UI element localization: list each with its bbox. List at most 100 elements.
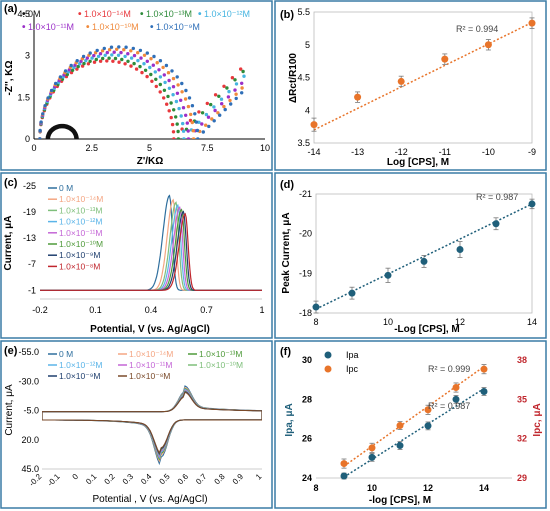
panel-b-ytick-label: 4 [305,105,310,115]
panel-a-point [175,122,179,126]
panel-a-point [143,68,148,73]
panel-a-point [157,68,161,72]
panel-a-point [217,94,221,99]
panel-a-point [149,72,153,77]
panel-a-point [210,117,214,121]
panel-a-point [200,122,204,126]
panel-c-label: (c) [4,177,18,189]
panel-c-ytick-label: -13 [23,233,36,243]
panel-f-ytick-left-label: 28 [302,394,312,404]
panel-c-legend-entry: 1.0×10⁻⁹M [59,250,100,260]
panel-e-legend-entry: 1.0×10⁻⁸M [129,371,170,381]
panel-b-ytick-label: 4.5 [297,73,310,83]
panel-c-curve-7 [40,212,262,291]
panel-a-legend-entry: 1.0×10⁻¹¹M [28,22,74,32]
panel-a-point [109,45,114,49]
panel-a-point [105,50,110,55]
panel-a-point [88,59,92,63]
panel-e-ytick-label: -55.0 [18,347,39,357]
panel-a-point [92,60,97,64]
panel-f-point-0 [396,442,404,450]
panel-a-point [69,63,73,68]
panel-a-point [186,104,191,109]
panel-a-point [65,72,70,77]
panel-a-ytick-label: 1.5 [17,92,30,102]
panel-f-point-0 [368,453,376,461]
panel-f-ytick-left-label: 24 [302,473,312,483]
panel-a-point [41,112,45,116]
panel-a-legend-entry: 1.0×10⁻¹²M [204,9,250,19]
panel-a-axes: 0 2.5 5 7.5 10 0 1.5 3 4.5 [17,9,270,153]
panel-a-point [92,53,96,58]
panel-d: (d) 8 10 12 14 -21 -20 -19 -18 R² = 0.987 -Log … [274,172,547,339]
panel-a-point [136,58,140,63]
panel-f-ylabel-ipc: Ipc, μA [532,403,543,436]
panel-a-point [132,53,137,58]
panel-a-point [200,111,205,115]
panel-c-xtick-label: -0.2 [32,305,48,315]
panel-c-legend-entry: 1.0×10⁻¹⁴M [59,194,103,204]
panel-a-point [110,53,114,57]
panel-a-point [171,85,176,89]
panel-a-point [213,93,218,97]
panel-b-ytick-label: 5 [305,40,310,50]
panel-a-point [223,107,227,112]
panel-a-point [126,52,130,56]
panel-a-point [242,74,246,78]
panel-a-point [90,56,94,60]
panel-a-point [142,62,146,66]
panel-a-point [185,121,189,125]
panel-c-legend-entry: 1.0×10⁻¹²M [59,217,102,227]
panel-f-point-1 [452,384,460,392]
panel-f-legend-entry: Ipa [346,350,359,360]
panel-b-point [528,19,536,27]
panel-e-curve-2 [42,387,262,461]
panel-a-point [233,78,237,82]
panel-a-point [80,64,85,68]
panel-e-legend-entry: 1.0×10⁻¹³M [199,349,242,359]
panel-a-point [123,62,127,66]
panel-a-series [38,45,246,139]
panel-b-xtick-label: -10 [482,147,495,157]
panel-a-point [49,88,54,93]
panel-b-ylabel: ΔRct/R100 [288,53,299,103]
panel-a-point [98,52,103,56]
panel-a-point [134,67,139,71]
panel-d-ytick-label: -21 [299,189,312,199]
panel-a-point [162,73,166,77]
panel-a-point [197,110,201,114]
panel-c-legend-entry: 1.0×10⁻¹³M [59,205,102,215]
panel-b: (b) -14 -13 -12 -11 -10 -9 3.5 4 4.5 5 5.5 R² = 0.… [274,0,547,171]
panel-b-r2: R² = 0.994 [456,24,498,34]
panel-a-point [191,137,196,139]
panel-a-point [113,56,118,61]
panel-c-xtick-label: 1 [259,305,264,315]
panel-a-point [184,113,188,118]
panel-a-point [239,67,243,71]
panel-a-point [165,102,169,106]
panel-d-point [456,246,464,254]
panel-a-curve-0M [45,123,79,139]
panel-a-point [179,98,183,103]
panel-a-point [225,86,229,90]
panel-a-point [161,65,165,70]
panel-e-curve-4 [42,389,262,458]
panel-a-legend-marker: • [150,22,154,33]
panel-a-series-6 [38,45,244,139]
panel-a-point [158,59,163,63]
panel-c-ylabel: Current, μA [3,215,14,270]
panel-c-ytick-label: -7 [28,259,36,269]
panel-a-point [120,57,124,62]
panel-a-point [94,57,99,62]
panel-a-point [176,129,180,134]
panel-c-legend-entry: 0 M [59,183,73,193]
panel-e-xtick-label: 0.1 [84,472,99,487]
panel-e-series [42,385,262,466]
panel-c-xtick-label: 0.7 [200,305,213,315]
panel-e-ylabel: Current, μA [4,384,15,436]
panel-a-legend-marker: • [22,22,26,33]
panel-d-xtick-label: 10 [383,317,393,327]
panel-e-xtick-label: 1 [254,472,264,482]
